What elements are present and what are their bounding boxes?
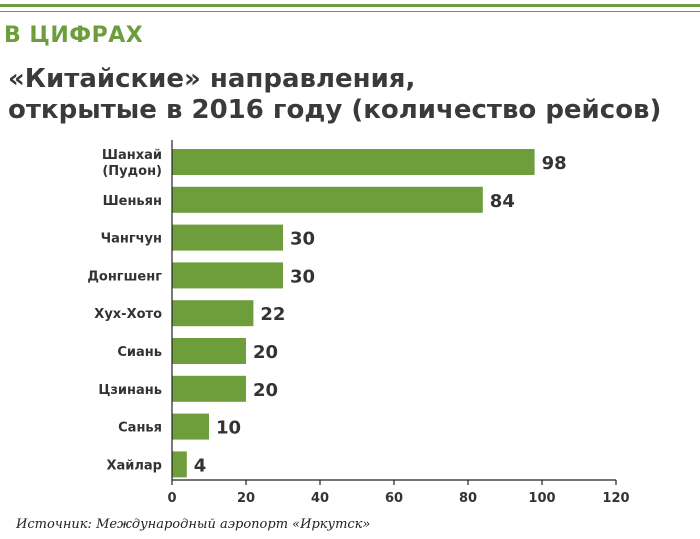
bar xyxy=(172,300,254,327)
category-labels-group: Шанхай(Пудон) Шеньян Чангчун Донгшенг Хух-Хо… xyxy=(87,148,162,473)
chart-title-line-2: открытые в 2016 году (количество рейсов) xyxy=(8,95,662,125)
bar xyxy=(172,262,283,289)
x-tick-label: 60 xyxy=(385,491,403,506)
category-label: Хайлар xyxy=(106,458,162,473)
bar xyxy=(172,224,283,251)
bar-value-label: 10 xyxy=(216,418,241,439)
x-tick-label: 0 xyxy=(167,491,176,506)
top-rule-thin xyxy=(0,11,700,12)
category-label: Донгшенг xyxy=(87,269,162,284)
bar xyxy=(172,186,483,213)
bar-value-label: 20 xyxy=(253,342,278,363)
bars-group xyxy=(172,149,535,478)
bar xyxy=(172,149,535,175)
section-label: В ЦИФРАХ xyxy=(4,23,144,48)
category-label: (Пудон) xyxy=(102,164,162,179)
bar-value-label: 4 xyxy=(194,455,207,476)
category-label: Чангчун xyxy=(101,232,162,247)
chart-title-line-1: «Китайские» направления, xyxy=(8,64,416,94)
top-rule-thick xyxy=(0,4,700,7)
category-label: Шеньян xyxy=(103,194,162,209)
category-label: Санья xyxy=(118,421,162,436)
category-label: Шанхай xyxy=(102,148,162,163)
x-tick-label: 120 xyxy=(602,491,629,506)
chart-title: «Китайские» направления, открытые в 2016… xyxy=(8,64,698,126)
category-label: Хух-Хото xyxy=(94,307,162,322)
bar xyxy=(172,451,187,478)
bar-value-label: 20 xyxy=(253,380,278,401)
source-note: Источник: Международный аэропорт «Иркутс… xyxy=(16,517,371,532)
bar-value-label: 30 xyxy=(290,266,315,287)
bar-value-label: 22 xyxy=(260,304,285,325)
category-label: Сиань xyxy=(117,345,162,360)
bar-value-label: 84 xyxy=(490,191,515,212)
category-label: Цзинань xyxy=(98,383,162,398)
bar-value-label: 98 xyxy=(542,153,567,174)
bar-value-label: 30 xyxy=(290,229,315,250)
bar xyxy=(172,338,246,364)
x-tick-label: 20 xyxy=(237,491,255,506)
axes-group: 0 20 40 60 80 100 120 xyxy=(167,140,630,506)
x-tick-label: 80 xyxy=(459,491,477,506)
x-tick-label: 100 xyxy=(528,491,555,506)
x-tick-label: 40 xyxy=(311,491,329,506)
bar xyxy=(172,413,209,440)
bar xyxy=(172,375,246,402)
